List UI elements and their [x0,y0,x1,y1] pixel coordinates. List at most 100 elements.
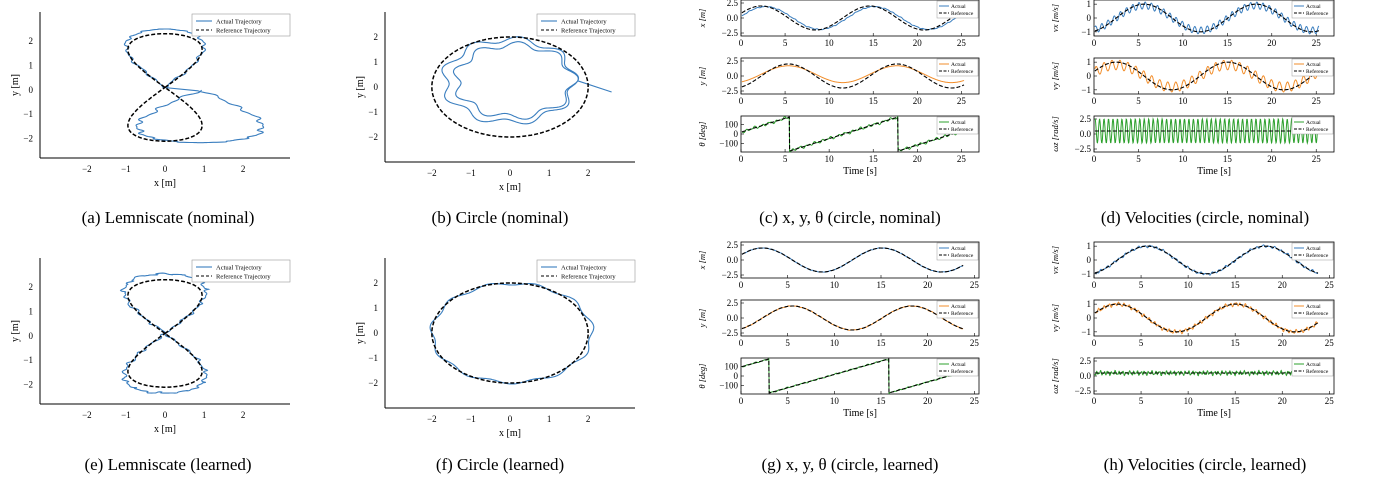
y-tick-label: 1 [29,61,34,71]
legend-label: Actual [1306,62,1321,68]
y-tick-label: 2.5 [727,240,739,250]
legend-label: Actual [1306,246,1321,252]
series-reference [741,63,965,89]
series-reference [1094,303,1319,333]
x-tick-label: 5 [1139,338,1144,348]
x-tick-label: 2 [586,414,591,424]
x-tick-label: −2 [82,410,92,420]
series-actual [1094,59,1320,93]
x-tick-label: 10 [1178,38,1188,48]
x-tick-label: 5 [1136,96,1141,106]
legend-label: Actual [951,4,966,10]
x-tick-label: 10 [1178,154,1188,164]
panel-a: −2 −1 0 1 2 −2 −1 0 1 2 x [m] y [m] Actual Trajector… [10,12,291,189]
y-axis-label: x [m] [697,251,707,271]
x-tick-label: 0 [739,338,744,348]
x-axis-label: Time [s] [1197,408,1231,419]
y-tick-label: −1 [368,353,378,363]
y-tick-label: −2 [368,132,378,142]
x-axis-label: x [m] [499,428,521,439]
x-tick-label: 15 [877,280,887,290]
x-tick-label: 10 [830,280,840,290]
y-tick-label: −2 [23,134,33,144]
series-actual [741,5,965,31]
x-tick-label: −2 [82,164,92,174]
legend-label: Reference [1306,252,1329,259]
y-tick-label: 1 [1087,299,1092,309]
y-tick-label: −1 [1081,27,1091,37]
y-axis-label: ωz [rad/s] [1050,358,1060,394]
y-tick-label: −2.5 [722,270,739,280]
x-tick-label: 10 [1184,280,1194,290]
x-tick-label: 25 [1312,154,1322,164]
x-tick-label: 10 [825,96,835,106]
series-reference [741,5,965,31]
x-tick-label: 5 [785,338,790,348]
x-tick-label: 20 [1278,338,1288,348]
y-tick-label: 0.0 [1080,371,1092,381]
x-tick-label: 15 [869,96,879,106]
legend-label: Actual Trajectory [216,19,262,26]
panel-g: 0 5 10 15 20 252.50.0−2.5x [m]ActualReference… [697,240,980,419]
y-tick-label: 0 [29,85,34,95]
x-tick-label: 2 [241,410,246,420]
caption-e: (e) Lemniscate (learned) [84,455,252,474]
x-tick-label: 15 [877,396,887,406]
panel-c: 0 5 10 15 20 252.50.0−2.5x [m]ActualReference… [697,0,980,177]
x-axis-label: x [m] [154,178,176,189]
y-axis-label: vx [m/s] [1050,4,1060,32]
y-tick-label: 0 [1087,255,1092,265]
x-tick-label: 20 [923,338,933,348]
series-actual [1094,1,1320,35]
x-tick-label: 1 [202,410,207,420]
legend-label: Actual [951,120,966,126]
y-tick-label: −1 [368,107,378,117]
legend-box [936,300,979,319]
series-actual [1094,117,1320,145]
x-tick-label: 25 [1312,38,1322,48]
series-reference [1094,245,1319,275]
y-tick-label: 1 [374,303,379,313]
series-reference [127,278,203,388]
x-tick-label: 5 [1136,154,1141,164]
subplot-d-2: 0 5 10 15 20 25 2.5 0.0 −2.5 ωz [rad/s] ActualRefe… [1050,114,1335,164]
x-axis-label: Time [s] [1197,166,1231,177]
caption-d: (d) Velocities (circle, nominal) [1100,208,1310,227]
panel-e: −2 −1 0 1 2 −2 −1 0 1 2 x [m] y [m] Actual Trajector… [10,258,291,435]
y-axis-label: y [m] [355,322,366,344]
y-tick-label: 2.5 [727,298,739,308]
legend-label: Reference [1306,126,1329,133]
x-tick-label: 2 [241,164,246,174]
y-tick-label: 1 [29,307,34,317]
x-tick-label: 25 [1325,396,1335,406]
legend-label: Reference [951,310,974,317]
legend-box [1291,0,1334,19]
y-tick-label: 0 [1087,13,1092,23]
x-tick-label: 0 [508,414,513,424]
legend-label: Actual Trajectory [561,265,607,272]
legend-label: Reference [1306,68,1329,75]
y-tick-label: 0.0 [1080,129,1092,139]
caption-f: (f) Circle (learned) [435,455,565,474]
x-tick-label: 5 [1139,396,1144,406]
x-tick-label: 20 [913,96,923,106]
series-actual [741,116,965,153]
y-tick-label: 2 [374,32,379,42]
y-tick-label: 1 [1087,0,1092,9]
x-tick-label: 0 [1092,154,1097,164]
y-tick-label: 0 [374,82,379,92]
x-tick-label: 0 [739,396,744,406]
x-tick-label: 5 [785,280,790,290]
series-actual [123,28,265,144]
x-tick-label: −2 [427,168,437,178]
x-tick-label: 10 [825,154,835,164]
x-tick-label: 10 [1184,396,1194,406]
x-tick-label: 10 [830,338,840,348]
legend-label: Reference Trajectory [561,28,616,35]
x-tick-label: 2 [586,168,591,178]
